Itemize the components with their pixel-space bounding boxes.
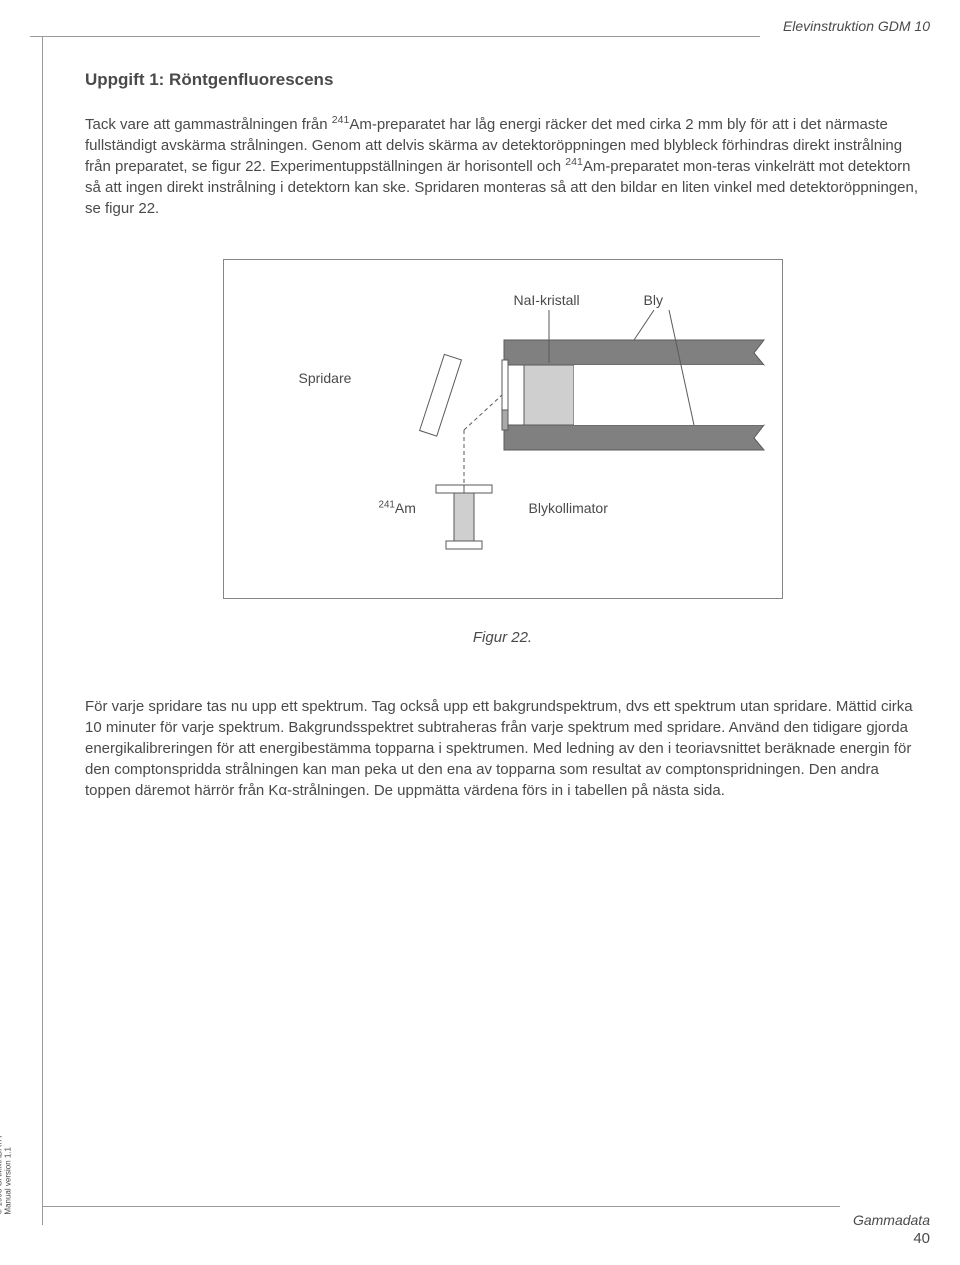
p1-a: Tack vare att gammastrålningen från xyxy=(85,116,332,133)
footer-block: Gammadata 40 xyxy=(853,1212,930,1247)
figure-22: NaI-kristall Bly Spridare 241Am Blykolli… xyxy=(223,259,783,599)
page: Elevinstruktion GDM 10 Uppgift 1: Röntge… xyxy=(0,0,960,1265)
spridare-shape xyxy=(419,354,461,436)
figure-svg xyxy=(224,260,784,600)
gap xyxy=(574,365,764,425)
footer-rule xyxy=(42,1206,840,1207)
bly-shield xyxy=(502,410,508,430)
copyright-line2: Manual version 1.1 xyxy=(3,1147,12,1215)
content-block: Uppgift 1: Röntgenfluorescens Tack vare … xyxy=(85,70,920,821)
source-assembly xyxy=(436,485,492,549)
detector-top xyxy=(504,340,764,365)
beam-1 xyxy=(464,395,502,430)
figure-caption: Figur 22. xyxy=(85,629,920,646)
callout-bly-1 xyxy=(634,310,654,340)
p1-sup2: 241 xyxy=(565,156,583,168)
header-rule xyxy=(30,36,760,37)
detector-bottom xyxy=(504,425,764,450)
left-rule xyxy=(42,36,43,1225)
copyright-block: © 1998 GAMMADATA Manual version 1.1 xyxy=(0,1136,13,1215)
nai-crystal xyxy=(524,365,574,425)
footer-brand: Gammadata xyxy=(853,1212,930,1228)
footer-page-number: 40 xyxy=(853,1230,930,1247)
paragraph-1: Tack vare att gammastrålningen från 241A… xyxy=(85,114,920,219)
section-heading: Uppgift 1: Röntgenfluorescens xyxy=(85,70,920,90)
paragraph-2: För varje spridare tas nu upp ett spektr… xyxy=(85,696,920,801)
header-title: Elevinstruktion GDM 10 xyxy=(783,18,930,34)
p1-sup1: 241 xyxy=(332,114,350,126)
